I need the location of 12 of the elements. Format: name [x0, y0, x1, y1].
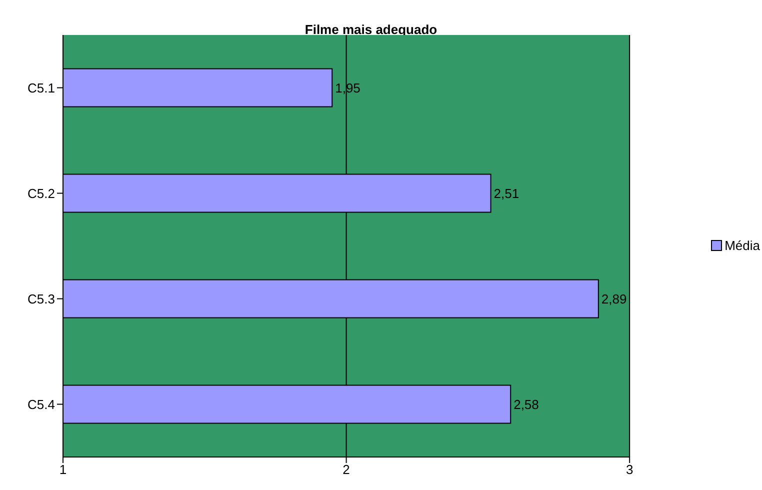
y-tick-label: C5.4: [28, 396, 55, 412]
legend-label: Média: [724, 238, 760, 252]
y-tick-label: C5.2: [28, 186, 55, 201]
x-tick-label: 1: [59, 462, 67, 478]
data-label: 2,51: [494, 186, 520, 201]
data-label: 2,58: [514, 396, 539, 412]
y-tick-label: C5.3: [28, 291, 55, 306]
y-tick-label: C5.1: [28, 80, 55, 96]
data-label: 2,89: [601, 291, 627, 306]
x-tick-label: 2: [342, 462, 350, 478]
chart-title: Filme mais adequado: [304, 22, 438, 37]
x-tick-label: 3: [626, 462, 634, 478]
